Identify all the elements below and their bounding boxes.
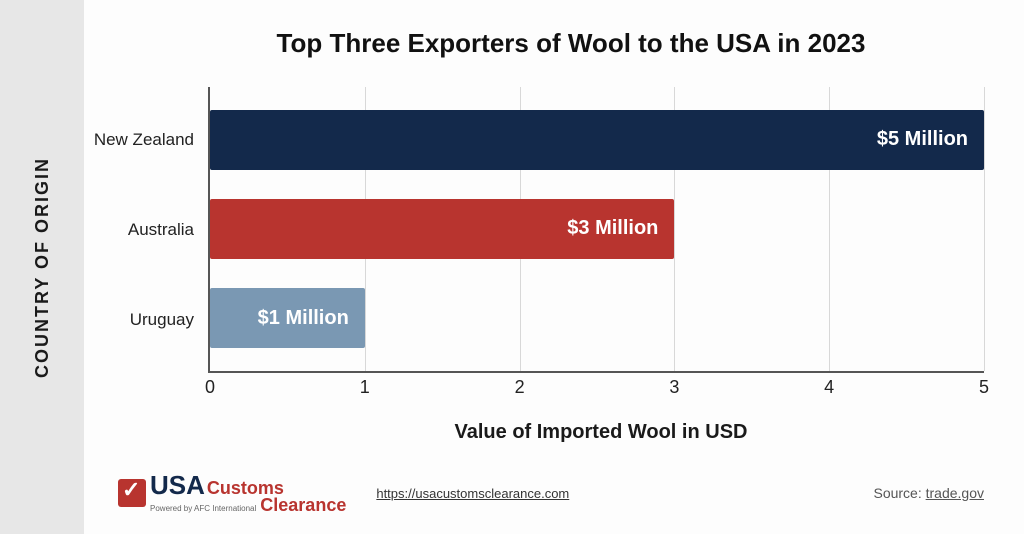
chart-row: New Zealand Australia Uruguay $5 Million… [88, 87, 994, 373]
bar-value-label: $5 Million [877, 128, 968, 151]
bar-australia: $3 Million [210, 199, 674, 259]
logo-check-icon [118, 479, 146, 507]
category-label: Australia [88, 200, 208, 260]
plot-frame: $5 Million $3 Million $1 Million 012345 [208, 87, 984, 373]
logo-subline: Powered by AFC International [150, 505, 256, 513]
x-axis-title: Value of Imported Wool in USD [208, 421, 994, 444]
x-tick-label: 2 [515, 377, 525, 398]
footer-url-link[interactable]: https://usacustomsclearance.com [376, 486, 569, 501]
source-prefix: Source: [873, 485, 925, 501]
x-ticks: 012345 [210, 371, 984, 411]
logo-text: USA Customs Powered by AFC International… [150, 472, 346, 514]
category-labels: New Zealand Australia Uruguay [88, 87, 208, 373]
source-link[interactable]: trade.gov [926, 485, 984, 501]
bar-value-label: $3 Million [567, 217, 658, 240]
bar-uruguay: $1 Million [210, 288, 365, 348]
gridline [984, 87, 985, 371]
x-tick-label: 1 [360, 377, 370, 398]
bar-new-zealand: $5 Million [210, 110, 984, 170]
page-root: COUNTRY OF ORIGIN Top Three Exporters of… [0, 0, 1024, 534]
plot-area: $5 Million $3 Million $1 Million 012345 [208, 87, 984, 373]
logo-usa-text: USA [150, 472, 205, 498]
x-tick-label: 3 [669, 377, 679, 398]
logo-clearance-text: Clearance [260, 496, 346, 514]
footer-source: Source: trade.gov [873, 485, 984, 501]
footer: USA Customs Powered by AFC International… [88, 472, 994, 514]
left-stripe: COUNTRY OF ORIGIN [0, 0, 84, 534]
main-panel: Top Three Exporters of Wool to the USA i… [84, 0, 1024, 534]
bar-value-label: $1 Million [258, 307, 349, 330]
category-label: Uruguay [88, 290, 208, 350]
x-tick-label: 5 [979, 377, 989, 398]
category-label: New Zealand [88, 110, 208, 170]
y-axis-title: COUNTRY OF ORIGIN [32, 156, 53, 377]
x-tick-label: 4 [824, 377, 834, 398]
x-tick-label: 0 [205, 377, 215, 398]
logo: USA Customs Powered by AFC International… [118, 472, 346, 514]
bars-container: $5 Million $3 Million $1 Million [210, 87, 984, 371]
chart-title: Top Three Exporters of Wool to the USA i… [148, 28, 994, 59]
